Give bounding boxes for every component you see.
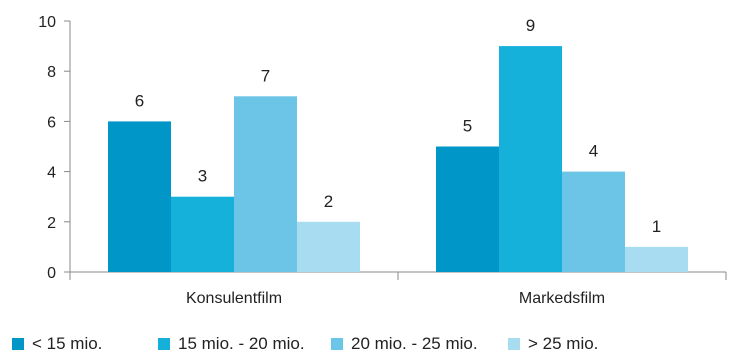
data-label: 3 — [198, 167, 207, 186]
legend-label: 20 mio. - 25 mio. — [351, 334, 478, 353]
y-tick-label: 8 — [47, 64, 56, 81]
legend-swatch — [331, 338, 343, 350]
y-tick-label: 6 — [47, 114, 56, 131]
data-label: 9 — [526, 16, 535, 35]
legend-label: 15 mio. - 20 mio. — [178, 334, 305, 353]
legend-swatch — [508, 338, 520, 350]
legend-label: < 15 mio. — [32, 334, 103, 353]
bar — [297, 221, 360, 272]
data-label: 2 — [324, 192, 333, 211]
legend-item: 15 mio. - 20 mio. — [158, 334, 305, 354]
data-label: 1 — [652, 217, 661, 236]
bar-chart: 0 2 4 6 8 10 6 3 7 2 Konsulentfilm 5 9 4 1 Markedsfilm — [38, 14, 727, 307]
category-label: Konsulentfilm — [186, 290, 282, 307]
legend-item: < 15 mio. — [12, 334, 102, 354]
y-tick-label: 0 — [47, 265, 56, 282]
bar — [562, 171, 625, 272]
bar — [108, 121, 171, 273]
bar — [436, 146, 499, 272]
legend-item: 20 mio. - 25 mio. — [331, 334, 478, 354]
legend-swatch — [158, 338, 170, 350]
legend: < 15 mio. 15 mio. - 20 mio. 20 mio. - 25 m… — [0, 334, 736, 356]
data-label: 7 — [261, 66, 270, 85]
bar — [171, 196, 234, 272]
y-tick-label: 4 — [47, 165, 56, 182]
bar — [625, 246, 688, 272]
category-label: Markedsfilm — [519, 290, 605, 307]
legend-item: > 25 mio. — [508, 334, 598, 354]
data-label: 4 — [589, 142, 598, 161]
bar — [234, 96, 297, 272]
y-tick-label: 10 — [38, 14, 56, 31]
legend-swatch — [12, 338, 24, 350]
data-label: 5 — [463, 117, 472, 136]
data-label: 6 — [135, 91, 144, 110]
y-tick-label: 2 — [47, 215, 56, 232]
legend-label: > 25 mio. — [528, 334, 599, 353]
bar — [499, 46, 562, 272]
